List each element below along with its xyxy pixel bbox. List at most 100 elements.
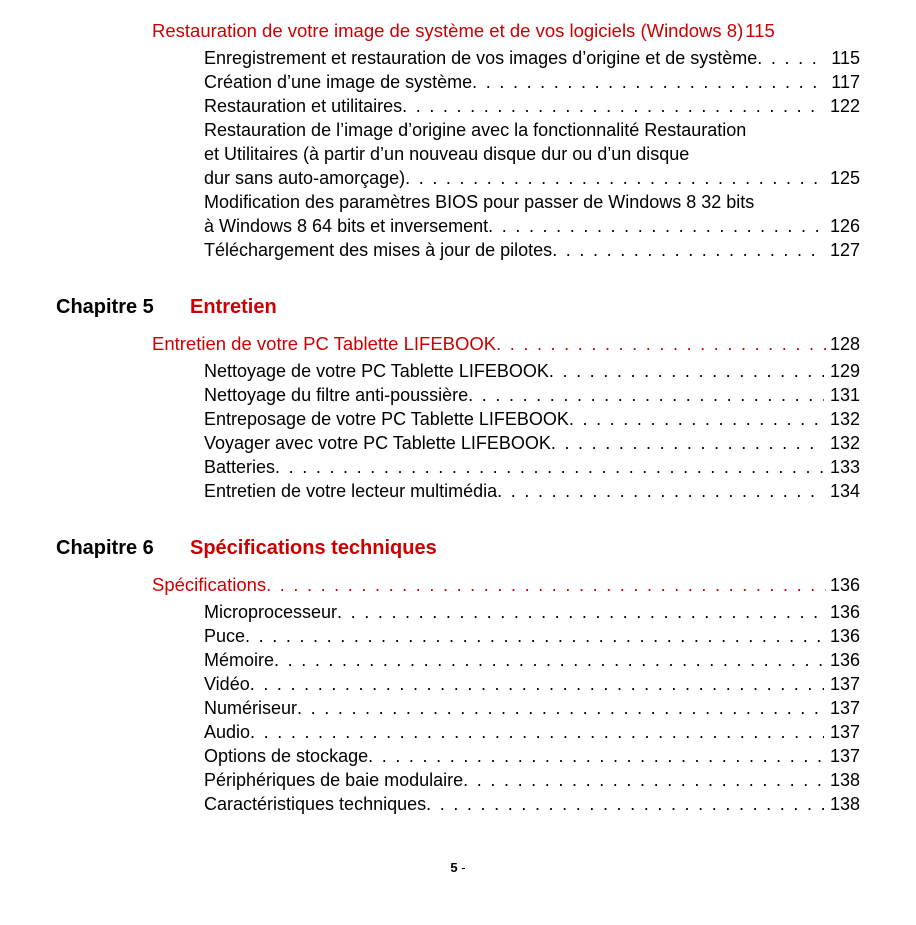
toc-entry: Entreposage de votre PC Tablette LIFEBOO… — [204, 407, 860, 431]
footer-dash: - — [458, 860, 466, 875]
toc-entry: dur sans auto-amorçage) . . . . . . . . … — [204, 166, 860, 190]
leader-dots: . . . . . . . . . . . . . . . . . . . . … — [405, 166, 824, 190]
toc-entry-title: Enregistrement et restauration de vos im… — [204, 46, 757, 70]
section-entries: Enregistrement et restauration de vos im… — [56, 46, 860, 262]
toc-entry-page: 136 — [830, 600, 860, 624]
leader-dots: . . . . . . . . . . . . . . . . . . . . … — [463, 768, 824, 792]
leader-dots: . . . . . . . . . . . . . . . . . . . . … — [402, 94, 824, 118]
toc-entry-title: Restauration et utilitaires — [204, 94, 402, 118]
toc-entry-page: 129 — [830, 359, 860, 383]
toc-entry-title: à Windows 8 64 bits et inversement — [204, 214, 488, 238]
toc-entry-title: Caractéristiques techniques — [204, 792, 426, 816]
toc-entry-line: Restauration de l’image d’origine avec l… — [204, 118, 860, 142]
chapter-label: Chapitre 6 — [56, 537, 190, 560]
toc-entry-page: 122 — [830, 94, 860, 118]
toc-entry-page: 137 — [830, 696, 860, 720]
toc-entry: Restauration et utilitaires . . . . . . … — [204, 94, 860, 118]
toc-entry-title: Nettoyage du filtre anti-poussière — [204, 383, 468, 407]
leader-dots: . . . . . . . . . . . . . . . . . . . . … — [551, 431, 824, 455]
toc-entry-title: Microprocesseur — [204, 600, 337, 624]
toc-entry: Vidéo . . . . . . . . . . . . . . . . . … — [204, 672, 860, 696]
toc-entry-title: Mémoire — [204, 648, 274, 672]
toc-entry-page: 136 — [830, 648, 860, 672]
leader-dots: . . . . . . . . . . . . . . . . . . . . … — [426, 792, 824, 816]
leader-dots: . . . . . . . . . . . . . . . . . . . . … — [549, 359, 824, 383]
leader-dots: . . . . . . . . . . . . . . . . . . . . … — [757, 46, 825, 70]
leader-dots: . . . . . . . . . . . . . . . . . . . . … — [275, 455, 824, 479]
toc-entry-title: Batteries — [204, 455, 275, 479]
toc-entry-title: Options de stockage — [204, 744, 368, 768]
section-page: 115 — [745, 20, 775, 42]
toc-entry-title: Vidéo — [204, 672, 250, 696]
toc-entry-title: Numériseur — [204, 696, 297, 720]
toc-entry-title: Périphériques de baie modulaire — [204, 768, 463, 792]
toc-entry-title: Création d’une image de système — [204, 70, 472, 94]
toc-entry-page: 137 — [830, 744, 860, 768]
toc-entry: Caractéristiques techniques . . . . . . … — [204, 792, 860, 816]
toc-entry: Voyager avec votre PC Tablette LIFEBOOK … — [204, 431, 860, 455]
section-heading-restauration: Restauration de votre image de système e… — [152, 20, 860, 42]
toc-entry: Entretien de votre lecteur multimédia . … — [204, 479, 860, 503]
toc-entry: Téléchargement des mises à jour de pilot… — [204, 238, 860, 262]
toc-entry: Microprocesseur . . . . . . . . . . . . … — [204, 600, 860, 624]
toc-entry: Enregistrement et restauration de vos im… — [204, 46, 860, 70]
section-heading: Entretien de votre PC Tablette LIFEBOOK … — [152, 333, 860, 355]
page-footer: 5 - — [56, 860, 860, 875]
leader-dots: . . . . . . . . . . . . . . . . . . . . … — [250, 672, 824, 696]
chapters-container: Chapitre 5Entretien Entretien de votre PC… — [56, 296, 860, 816]
toc-entry: Nettoyage du filtre anti-poussière . . .… — [204, 383, 860, 407]
chapter-label: Chapitre 5 — [56, 296, 190, 319]
toc-entry: Nettoyage de votre PC Tablette LIFEBOOK … — [204, 359, 860, 383]
leader-dots: . . . . . . . . . . . . . . . . . . . . … — [488, 214, 824, 238]
chapter-title: Spécifications techniques — [190, 537, 437, 560]
toc-entry-title: Téléchargement des mises à jour de pilot… — [204, 238, 552, 262]
leader-dots: . . . . . . . . . . . . . . . . . . . . … — [472, 70, 825, 94]
leader-dots: . . . . . . . . . . . . . . . . . . . . … — [496, 334, 826, 355]
leader-dots: . . . . . . . . . . . . . . . . . . . . … — [497, 479, 824, 503]
section-page: 128 — [830, 334, 860, 355]
toc-entry-title: Voyager avec votre PC Tablette LIFEBOOK — [204, 431, 551, 455]
leader-dots: . . . . . . . . . . . . . . . . . . . . … — [266, 575, 826, 596]
toc-entry-page: 138 — [830, 768, 860, 792]
chapter-heading: Chapitre 6Spécifications techniques — [56, 537, 860, 560]
toc-entry-page: 138 — [830, 792, 860, 816]
toc-entry-page: 115 — [831, 46, 860, 70]
toc-entry-page: 117 — [831, 70, 860, 94]
chapter-title: Entretien — [190, 296, 277, 319]
toc-entry-title: Nettoyage de votre PC Tablette LIFEBOOK — [204, 359, 549, 383]
toc-entry-page: 131 — [830, 383, 860, 407]
toc-entry: Mémoire . . . . . . . . . . . . . . . . … — [204, 648, 860, 672]
toc-entry: Puce . . . . . . . . . . . . . . . . . .… — [204, 624, 860, 648]
toc-entry-title: Entretien de votre lecteur multimédia — [204, 479, 497, 503]
toc-entry-line: et Utilitaires (à partir d’un nouveau di… — [204, 142, 860, 166]
toc-entry-line: Modification des paramètres BIOS pour pa… — [204, 190, 860, 214]
section-heading: Spécifications . . . . . . . . . . . . .… — [152, 574, 860, 596]
chapter-heading: Chapitre 5Entretien — [56, 296, 860, 319]
leader-dots: . . . . . . . . . . . . . . . . . . . . … — [337, 600, 824, 624]
section-title: Entretien de votre PC Tablette LIFEBOOK — [152, 333, 496, 355]
toc-entry-title: dur sans auto-amorçage) — [204, 166, 405, 190]
leader-dots: . . . . . . . . . . . . . . . . . . . . … — [569, 407, 824, 431]
toc-entry-page: 127 — [830, 238, 860, 262]
toc-entry-page: 132 — [830, 431, 860, 455]
toc-entry-page: 132 — [830, 407, 860, 431]
toc-entry: à Windows 8 64 bits et inversement . . .… — [204, 214, 860, 238]
section-title: Restauration de votre image de système e… — [152, 20, 743, 42]
toc-entry-page: 134 — [830, 479, 860, 503]
toc-entry: Numériseur . . . . . . . . . . . . . . .… — [204, 696, 860, 720]
toc-entry: Périphériques de baie modulaire . . . . … — [204, 768, 860, 792]
toc-page: Restauration de votre image de système e… — [0, 0, 916, 915]
toc-entry-page: 137 — [830, 672, 860, 696]
leader-dots: . . . . . . . . . . . . . . . . . . . . … — [274, 648, 824, 672]
toc-entry: Création d’une image de système . . . . … — [204, 70, 860, 94]
toc-entry-page: 136 — [830, 624, 860, 648]
leader-dots: . . . . . . . . . . . . . . . . . . . . … — [468, 383, 824, 407]
leader-dots: . . . . . . . . . . . . . . . . . . . . … — [368, 744, 824, 768]
leader-dots: . . . . . . . . . . . . . . . . . . . . … — [245, 624, 824, 648]
leader-dots: . . . . . . . . . . . . . . . . . . . . … — [552, 238, 824, 262]
section-page: 136 — [830, 575, 860, 596]
section-title: Spécifications — [152, 574, 266, 596]
toc-entry-page: 137 — [830, 720, 860, 744]
toc-entry-page: 125 — [830, 166, 860, 190]
footer-page-number: 5 — [450, 860, 457, 875]
